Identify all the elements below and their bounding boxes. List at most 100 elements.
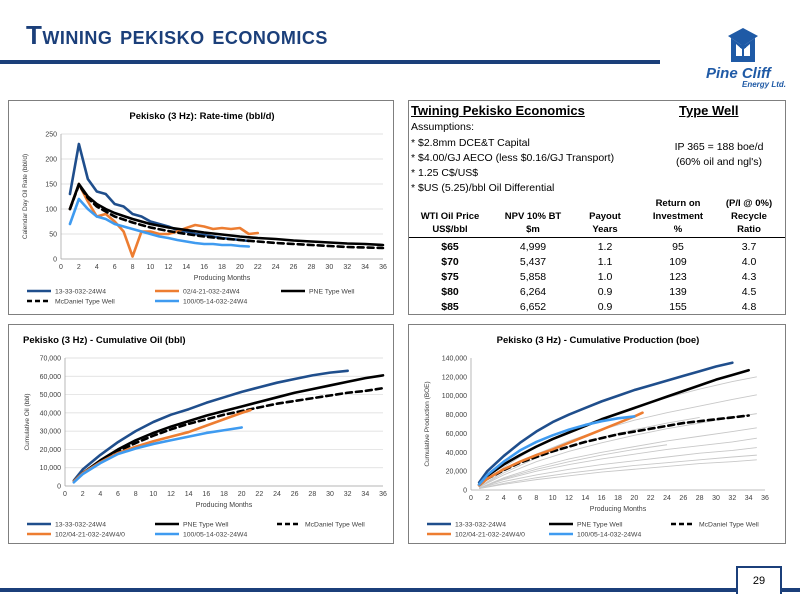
x-tick-label: 16 bbox=[598, 495, 606, 502]
col-header-roi: Return on Investment % bbox=[643, 197, 713, 236]
value-cell: 109 bbox=[669, 256, 687, 268]
value-cell: 4.3 bbox=[741, 271, 757, 283]
x-tick-label: 16 bbox=[202, 491, 210, 498]
x-tick-label: 8 bbox=[131, 264, 135, 271]
col-header-line: Return on bbox=[655, 198, 701, 209]
title-underline bbox=[0, 60, 660, 64]
x-tick-label: 28 bbox=[308, 491, 316, 498]
y-tick-label: 20,000 bbox=[446, 469, 468, 476]
x-tick-label: 36 bbox=[761, 495, 769, 502]
value-cell: 4,999 bbox=[519, 241, 547, 253]
value-cell: 139 bbox=[669, 286, 687, 298]
value-cell: 1.0 bbox=[597, 271, 613, 283]
x-axis-label: Producing Months bbox=[590, 506, 647, 513]
y-tick-label: 70,000 bbox=[40, 356, 62, 363]
col-header-line: Ratio bbox=[737, 224, 761, 235]
x-tick-label: 18 bbox=[220, 491, 228, 498]
value-cell: 0.9 bbox=[597, 286, 613, 298]
assumption-line: * $4.00/GJ AECO (less $0.16/GJ Transport… bbox=[411, 152, 615, 164]
chart-title: Pekisko (3 Hz) - Cumulative Production (… bbox=[496, 335, 700, 346]
x-tick-label: 30 bbox=[712, 495, 720, 502]
value-cell: 155 bbox=[669, 301, 687, 313]
x-tick-label: 2 bbox=[485, 495, 489, 502]
y-tick-label: 40,000 bbox=[446, 450, 468, 457]
x-tick-label: 16 bbox=[200, 264, 208, 271]
background-well-line bbox=[478, 376, 757, 487]
x-tick-label: 8 bbox=[134, 491, 138, 498]
y-tick-label: 60,000 bbox=[446, 431, 468, 438]
page-number: 29 bbox=[736, 566, 782, 594]
value-cell: 0.9 bbox=[597, 301, 613, 313]
col-header-line bbox=[413, 197, 487, 210]
price-cell: $70 bbox=[441, 256, 459, 268]
series-line bbox=[477, 415, 636, 486]
background-well-line bbox=[479, 437, 757, 489]
series-line bbox=[477, 361, 734, 484]
x-tick-label: 6 bbox=[518, 495, 522, 502]
value-cell: 3.7 bbox=[741, 241, 757, 253]
value-cell: 6,652 bbox=[519, 301, 547, 313]
x-tick-label: 4 bbox=[502, 495, 506, 502]
col-header-line: (P/I @ 0%) bbox=[725, 198, 773, 209]
background-well-line bbox=[479, 454, 757, 490]
legend-label: McDaniel Type Well bbox=[305, 522, 365, 529]
legend-label: 13-33-032-24W4 bbox=[455, 522, 506, 529]
header-divider bbox=[409, 237, 785, 238]
x-tick-label: 32 bbox=[728, 495, 736, 502]
y-tick-label: 10,000 bbox=[40, 465, 62, 472]
value-cell: 6,264 bbox=[519, 286, 547, 298]
type-well-header: Type Well bbox=[679, 103, 739, 118]
col-header-line bbox=[577, 197, 633, 210]
y-tick-label: 0 bbox=[463, 488, 467, 495]
x-tick-label: 22 bbox=[647, 495, 655, 502]
x-tick-label: 6 bbox=[113, 264, 117, 271]
legend-label: McDaniel Type Well bbox=[55, 299, 115, 306]
x-tick-label: 26 bbox=[291, 491, 299, 498]
x-tick-label: 24 bbox=[273, 491, 281, 498]
legend-label: 100/05-14-032-24W4 bbox=[183, 299, 247, 306]
x-tick-label: 10 bbox=[147, 264, 155, 271]
slide-title: Twining pekisko economics bbox=[26, 20, 328, 50]
x-tick-label: 36 bbox=[379, 264, 387, 271]
background-well-line bbox=[478, 413, 757, 488]
col-header-line: Investment bbox=[652, 211, 704, 222]
series-line bbox=[68, 183, 385, 250]
legend-label: 100/05-14-032-24W4 bbox=[577, 532, 641, 539]
col-header-line: NPV 10% BT bbox=[504, 211, 562, 222]
legend-label: McDaniel Type Well bbox=[699, 522, 759, 529]
x-tick-label: 34 bbox=[361, 264, 369, 271]
background-well-line bbox=[478, 416, 700, 488]
series-line bbox=[72, 386, 385, 483]
col-header-price: WTI Oil Price US$/bbl bbox=[413, 197, 487, 236]
legend-label: 02/4-21-032-24W4 bbox=[183, 289, 240, 296]
type-well-ip: IP 365 = 188 boe/d bbox=[674, 141, 764, 153]
x-tick-label: 8 bbox=[534, 495, 538, 502]
x-tick-label: 0 bbox=[63, 491, 67, 498]
y-axis-label: Cumulative Production (BOE) bbox=[424, 381, 431, 466]
rate-time-chart: 0 2 4 6 8 10 12 14 16 18 20 22 24 26 28 30 32 34 360501001… bbox=[22, 132, 387, 306]
price-cell: $85 bbox=[441, 301, 459, 313]
background-well-line bbox=[479, 444, 668, 489]
col-header-line: Recycle bbox=[731, 211, 767, 222]
x-tick-label: 24 bbox=[272, 264, 280, 271]
x-tick-label: 18 bbox=[614, 495, 622, 502]
x-tick-label: 34 bbox=[361, 491, 369, 498]
x-tick-label: 10 bbox=[549, 495, 557, 502]
x-tick-label: 12 bbox=[164, 264, 172, 271]
x-tick-label: 12 bbox=[167, 491, 175, 498]
value-cell: 4.5 bbox=[741, 286, 757, 298]
x-tick-label: 24 bbox=[663, 495, 671, 502]
legend-label: 102/04-21-032-24W4/0 bbox=[455, 532, 525, 539]
value-cell: 4.8 bbox=[741, 301, 757, 313]
col-header-line: Payout bbox=[589, 211, 621, 222]
y-tick-label: 50,000 bbox=[40, 392, 62, 399]
series-line bbox=[68, 182, 385, 247]
assumption-line: * $2.8mm DCE&T Capital bbox=[411, 137, 530, 149]
x-tick-label: 4 bbox=[95, 264, 99, 271]
y-tick-label: 150 bbox=[45, 182, 57, 189]
col-header-line: % bbox=[673, 224, 683, 235]
y-tick-label: 0 bbox=[53, 257, 57, 264]
price-cell: $65 bbox=[441, 241, 459, 253]
col-header-line: $m bbox=[526, 224, 540, 235]
x-tick-label: 22 bbox=[255, 491, 263, 498]
